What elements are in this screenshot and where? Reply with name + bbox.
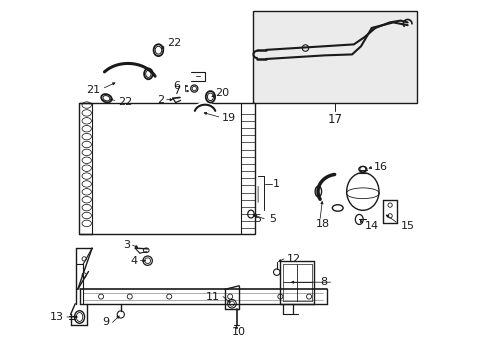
Text: 19: 19 [222,113,236,123]
Text: 20: 20 [215,88,229,98]
Bar [253,12,416,103]
Text: 9: 9 [102,318,109,327]
Text: 14: 14 [364,221,378,231]
Text: 5: 5 [268,215,275,224]
Text: 21: 21 [86,85,100,95]
Text: 22: 22 [118,97,132,107]
Text: 7: 7 [173,86,180,96]
Text: 18: 18 [315,219,329,229]
Text: 13: 13 [50,312,64,322]
Text: 11: 11 [206,292,220,302]
Text: 5: 5 [254,214,261,224]
Text: 3: 3 [122,240,129,250]
Text: 4: 4 [130,256,137,266]
Text: 22: 22 [167,38,181,48]
Text: 17: 17 [327,113,342,126]
Text: 8: 8 [320,277,327,287]
Text: 6: 6 [173,81,180,91]
Text: 12: 12 [286,254,300,264]
Text: 16: 16 [373,162,387,172]
Text: 2: 2 [156,95,163,105]
Text: 1: 1 [272,179,279,189]
Text: 15: 15 [400,221,414,231]
Bar [79,103,254,234]
Text: 10: 10 [231,327,245,337]
